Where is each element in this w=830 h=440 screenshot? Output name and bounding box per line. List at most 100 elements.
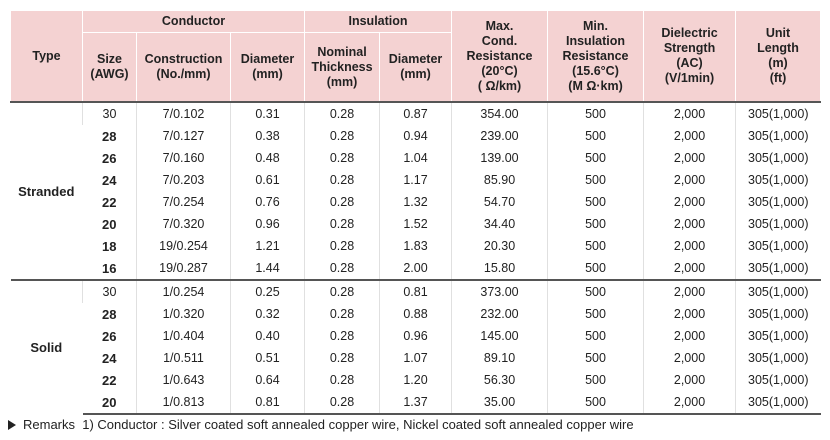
header-line: Max. xyxy=(485,18,514,33)
cell-dielectric: 2,000 xyxy=(643,101,736,125)
header-line: Diameter xyxy=(388,52,443,66)
table-row: Stranded 30 7/0.102 0.31 0.28 0.87 354.00 500 2,… xyxy=(10,101,821,280)
cell-construction: 7/0.127 xyxy=(136,125,231,147)
table-row: 20 7/0.320 0.96 0.28 1.52 34.40 500 2,000 305(1,… xyxy=(11,213,821,235)
cell-max-resistance: 89.10 xyxy=(451,347,548,369)
cell-max-resistance: 15.80 xyxy=(451,257,548,280)
cell-cond-diameter: 0.51 xyxy=(229,347,305,369)
header-unit-length: Unit Length (m) (ft) xyxy=(735,10,822,103)
cell-dielectric: 2,000 xyxy=(643,169,736,191)
header-line: Diameter xyxy=(240,52,295,66)
table-row: 22 7/0.254 0.76 0.28 1.32 54.70 500 2,000 305(1,… xyxy=(11,191,821,213)
cell-ins-diameter: 0.87 xyxy=(379,101,452,125)
cell-nominal-thickness: 0.28 xyxy=(304,169,380,191)
cell-cond-diameter: 1.21 xyxy=(229,235,305,257)
cell-unit-length: 305(1,000) xyxy=(735,235,821,257)
cell-construction: 7/0.320 xyxy=(136,213,231,235)
header-line: Unit xyxy=(765,26,791,40)
cell-size: 24 xyxy=(102,350,117,366)
cell-dielectric: 2,000 xyxy=(643,391,736,415)
table-row: 24 1/0.511 0.51 0.28 1.07 89.10 500 2,000 305(1,… xyxy=(11,347,821,369)
cell-nominal-thickness: 0.28 xyxy=(304,257,380,280)
cell-construction: 7/0.160 xyxy=(136,147,231,169)
cell-dielectric: 2,000 xyxy=(643,235,736,257)
cell-unit-length: 305(1,000) xyxy=(735,369,821,391)
cell-ins-diameter: 0.81 xyxy=(379,279,452,303)
header-size: Size (AWG) xyxy=(82,32,137,103)
cell-unit-length: 305(1,000) xyxy=(735,257,821,280)
cell-size: 20 xyxy=(82,391,137,415)
header-line: (mm) xyxy=(252,67,283,81)
cell-nominal-thickness: 0.28 xyxy=(304,147,380,169)
cell-construction: 1/0.254 xyxy=(136,279,231,303)
table-row: 20 1/0.813 0.81 0.28 1.37 35.00 500 2,000 305(1,… xyxy=(11,391,821,415)
header-line: (20°C) xyxy=(481,63,518,78)
cell-min-insulation: 500 xyxy=(547,325,644,347)
cell-max-resistance: 232.00 xyxy=(451,303,548,325)
cell-size: 22 xyxy=(102,372,117,388)
header-type: Type xyxy=(10,10,83,103)
header-line: (m) xyxy=(768,56,788,70)
cell-size: 28 xyxy=(102,306,117,322)
header-line: Strength xyxy=(663,41,716,55)
cell-dielectric: 2,000 xyxy=(643,369,736,391)
cell-ins-diameter: 1.07 xyxy=(379,347,452,369)
cell-min-insulation: 500 xyxy=(547,347,644,369)
header-line: Resistance xyxy=(562,48,629,63)
cell-construction: 19/0.254 xyxy=(136,235,231,257)
cell-size: 24 xyxy=(102,172,117,188)
cell-unit-length: 305(1,000) xyxy=(735,279,821,303)
header-line: (No./mm) xyxy=(156,67,211,81)
cell-unit-length: 305(1,000) xyxy=(735,101,821,125)
cell-size: 26 xyxy=(102,150,117,166)
cell-min-insulation: 500 xyxy=(547,125,644,147)
cell-dielectric: 2,000 xyxy=(643,125,736,147)
cell-cond-diameter: 0.76 xyxy=(229,191,305,213)
cell-min-insulation: 500 xyxy=(547,257,644,280)
cell-min-insulation: 500 xyxy=(547,213,644,235)
cell-max-resistance: 373.00 xyxy=(451,279,548,303)
header-line: (AWG) xyxy=(90,67,129,81)
header-line: Insulation xyxy=(566,33,626,48)
header-line: (mm) xyxy=(326,74,358,89)
cell-max-resistance: 34.40 xyxy=(451,213,548,235)
table-row: 22 1/0.643 0.64 0.28 1.20 56.30 500 2,000 305(1,… xyxy=(11,369,821,391)
cell-nominal-thickness: 0.28 xyxy=(304,125,380,147)
cell-max-resistance: 354.00 xyxy=(451,101,548,125)
header-min-insulation: Min. Insulation Resistance (15.6°C) (M Ω·km) xyxy=(547,10,645,103)
cell-cond-diameter: 1.44 xyxy=(229,257,305,280)
cell-max-resistance: 145.00 xyxy=(451,325,548,347)
table-row: 28 1/0.320 0.32 0.28 0.88 232.00 500 2,000 305(1… xyxy=(11,303,821,325)
header-max-resistance: Max. Cond. Resistance (20°C)( Ω/km) xyxy=(451,10,549,103)
cell-ins-diameter: 1.32 xyxy=(379,191,452,213)
cell-construction: 1/0.643 xyxy=(136,369,231,391)
cell-max-resistance: 139.00 xyxy=(451,147,548,169)
cell-min-insulation: 500 xyxy=(547,303,644,325)
cell-size: 26 xyxy=(102,328,117,344)
cell-unit-length: 305(1,000) xyxy=(735,347,821,369)
cell-construction: 1/0.320 xyxy=(136,303,231,325)
header-cond-diameter: Diameter (mm) xyxy=(229,32,306,103)
cell-nominal-thickness: 0.28 xyxy=(304,391,380,415)
cell-construction: 1/0.511 xyxy=(136,347,231,369)
cell-unit-length: 305(1,000) xyxy=(735,391,821,415)
cell-size: 28 xyxy=(102,128,117,144)
table-row: 28 7/0.127 0.38 0.28 0.94 239.00 500 2,000 305(1… xyxy=(11,125,821,147)
header-construction: Construction (No./mm) xyxy=(136,32,231,103)
cell-size: 16 xyxy=(102,260,117,276)
cell-ins-diameter: 1.52 xyxy=(379,213,452,235)
cell-dielectric: 2,000 xyxy=(643,257,736,280)
cell-construction: 19/0.287 xyxy=(136,257,231,280)
cell-cond-diameter: 0.25 xyxy=(229,279,305,303)
remarks-text: Remarks 1) Conductor : Silver coated sof… xyxy=(23,417,634,432)
cell-size: 20 xyxy=(102,216,117,232)
cell-min-insulation: 500 xyxy=(547,191,644,213)
remarks: Remarks 1) Conductor : Silver coated sof… xyxy=(8,417,634,432)
cell-cond-diameter: 0.40 xyxy=(229,325,305,347)
cell-size: 30 xyxy=(82,101,137,125)
cell-nominal-thickness: 0.28 xyxy=(304,369,380,391)
header-line: (M Ω·km) xyxy=(568,78,623,93)
table-row: 16 19/0.287 1.44 0.28 2.00 15.80 500 2,000 305(1… xyxy=(11,257,821,280)
cell-cond-diameter: 0.64 xyxy=(229,369,305,391)
cell-cond-diameter: 0.81 xyxy=(229,391,305,415)
